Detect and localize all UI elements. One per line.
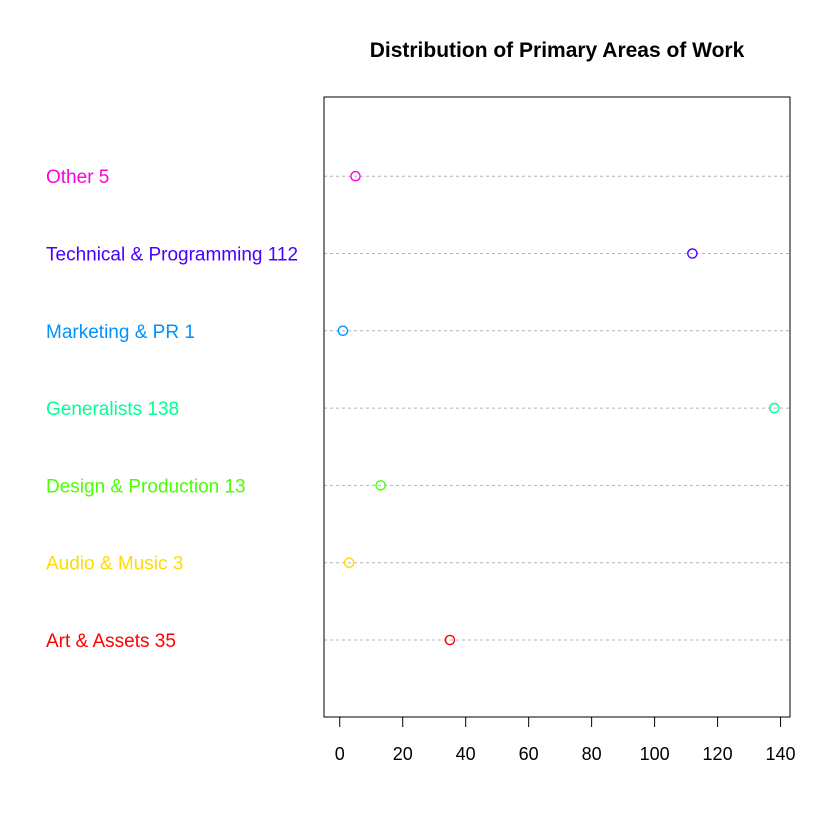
data-point [350,170,361,182]
plot-frame [323,96,791,718]
category-label: Audio & Music 3 [46,554,183,575]
x-tick-label: 140 [766,744,796,764]
category-label: Design & Production 13 [46,476,246,497]
x-tick-label: 80 [582,744,602,764]
data-point [768,402,780,414]
data-point [343,557,355,569]
x-tick-label: 0 [335,744,345,764]
x-tick-label: 120 [703,744,733,764]
chart-title: Distribution of Primary Areas of Work [370,39,745,62]
data-point [687,248,698,259]
x-tick-label: 60 [519,744,539,764]
data-points [337,170,780,646]
category-label: Technical & Programming 112 [46,245,298,266]
x-tick-label: 100 [640,744,670,764]
data-point [444,634,456,646]
category-label: Generalists 138 [46,399,179,420]
guide-lines [324,175,790,641]
data-point [375,480,386,491]
x-tick-label: 20 [393,744,413,764]
x-tick-label: 40 [456,744,476,764]
category-label: Marketing & PR 1 [46,322,195,343]
category-labels: Art & Assets 35 Audio & Music 3 Design & P… [46,167,298,652]
x-axis: 0 20 40 60 80 100 120 140 [335,716,796,764]
category-label: Other 5 [46,167,109,188]
category-label: Art & Assets 35 [46,631,176,652]
data-point [337,325,349,337]
